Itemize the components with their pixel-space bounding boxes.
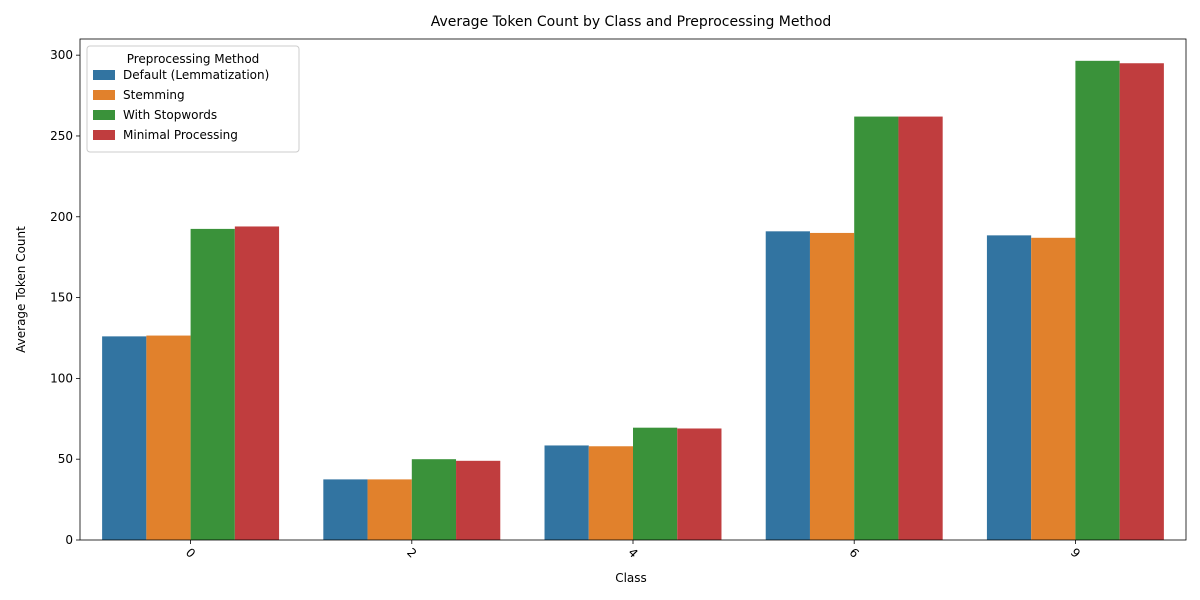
- bar-6-series-3: [898, 116, 943, 541]
- x-tick-label: 9: [1068, 545, 1083, 560]
- legend-label: Default (Lemmatization): [123, 68, 269, 82]
- x-axis-label: Class: [615, 571, 647, 585]
- bar-2-series-1: [367, 479, 412, 540]
- bar-2-series-3: [456, 460, 501, 540]
- bar-0-series-3: [234, 226, 280, 541]
- bar-0-series-2: [190, 228, 235, 541]
- x-tick-label: 2: [404, 545, 419, 560]
- y-tick-label: 200: [50, 210, 73, 224]
- x-tick-label: 0: [183, 545, 198, 560]
- y-tick-label: 300: [50, 48, 73, 62]
- bar-9-series-0: [986, 235, 1032, 540]
- legend-label: With Stopwords: [123, 108, 217, 122]
- legend-title: Preprocessing Method: [127, 52, 260, 66]
- y-tick-label: 50: [58, 452, 73, 466]
- legend-box: [86, 45, 300, 153]
- bar-0-series-1: [146, 335, 191, 540]
- chart-title: Average Token Count by Class and Preproc…: [431, 14, 832, 30]
- bar-9-series-3: [1119, 63, 1164, 540]
- bars-group: [102, 60, 1164, 541]
- bar-6-series-0: [765, 231, 810, 541]
- legend-swatch: [93, 90, 115, 100]
- bar-4-series-3: [677, 428, 722, 540]
- bar-2-series-2: [411, 459, 457, 540]
- legend-label: Stemming: [123, 88, 185, 102]
- y-tick-label: 250: [50, 129, 73, 143]
- x-axis: 0 2 4 6 9: [183, 540, 1083, 561]
- y-axis: 0 50 100 150 200 250 300: [50, 48, 80, 547]
- bar-0-series-0: [102, 336, 147, 540]
- bar-4-series-0: [544, 445, 589, 540]
- legend-swatch: [93, 110, 115, 120]
- y-tick-label: 150: [50, 291, 73, 305]
- bar-2-series-0: [323, 479, 368, 540]
- x-tick-label: 6: [847, 545, 862, 560]
- legend-swatch: [93, 130, 115, 140]
- y-tick-label: 0: [65, 533, 73, 547]
- bar-9-series-2: [1075, 60, 1120, 540]
- bar-4-series-1: [588, 446, 633, 540]
- legend-label: Minimal Processing: [123, 128, 238, 142]
- x-tick-label: 4: [625, 545, 640, 560]
- bar-6-series-2: [854, 116, 899, 541]
- y-tick-label: 100: [50, 371, 73, 385]
- legend: Preprocessing Method Default (Lemmatizat…: [86, 45, 300, 153]
- bar-6-series-1: [809, 232, 855, 540]
- plot-frame: [79, 38, 1187, 541]
- legend-swatch: [93, 70, 115, 80]
- bar-4-series-2: [633, 427, 678, 540]
- bar-9-series-1: [1031, 237, 1076, 540]
- y-axis-label: Average Token Count: [14, 226, 28, 353]
